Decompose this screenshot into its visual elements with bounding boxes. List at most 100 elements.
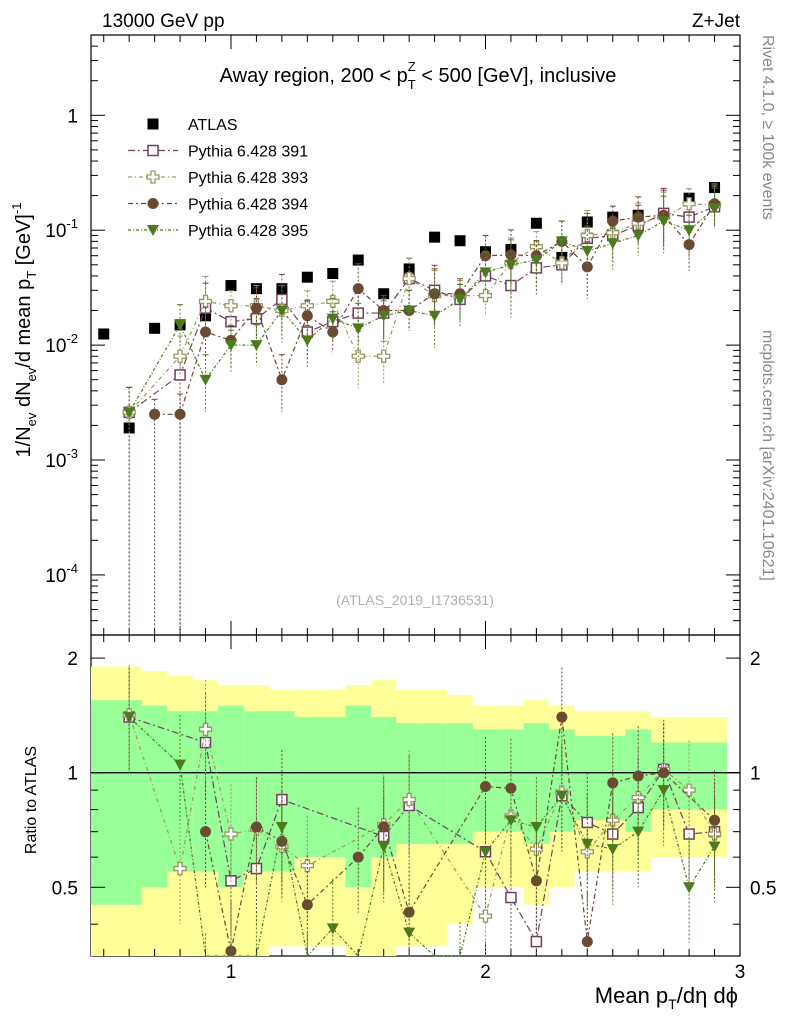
- legend-label: Pythia 6.428 394: [188, 197, 308, 214]
- data-point: [478, 288, 493, 303]
- data-point: [174, 319, 187, 331]
- ratio-data-point: [657, 785, 670, 797]
- data-point: [429, 288, 441, 300]
- data-point: [199, 374, 212, 386]
- ratio-data-point: [607, 777, 619, 789]
- process-label: Z+Jet: [692, 11, 741, 32]
- data-point: [173, 349, 187, 363]
- uncertainty-band-green: [421, 723, 448, 844]
- data-point: [683, 225, 696, 237]
- data-point: [98, 328, 110, 340]
- ratio-y-tick-label: 0.5: [750, 878, 776, 899]
- legend-marker: [147, 198, 159, 209]
- uncertainty-band-green: [320, 717, 346, 858]
- ratio-data-point: [479, 780, 491, 792]
- ratio-data-point: [683, 882, 696, 894]
- data-point: [682, 197, 696, 211]
- data-point: [326, 313, 339, 325]
- series-pythia-6-428-393: [122, 184, 722, 635]
- ratio-data-point: [709, 814, 721, 826]
- legend-label: Pythia 6.428 393: [188, 170, 308, 187]
- ratio-data-point: [632, 826, 645, 838]
- ratio-data-point: [708, 841, 721, 853]
- data-point: [581, 245, 594, 257]
- data-point: [479, 250, 491, 262]
- ratio-data-point: [200, 826, 212, 838]
- data-point: [174, 408, 186, 420]
- data-point: [224, 299, 238, 313]
- ratio-data-point: [632, 770, 644, 782]
- data-point: [326, 294, 340, 309]
- y-tick-label: 10-4: [45, 561, 78, 587]
- ratio-series-line: [128, 716, 716, 958]
- watermark: (ATLAS_2019_I1736531): [336, 592, 494, 608]
- ratio-y-tick-label: 2: [67, 649, 78, 670]
- y-tick-label: 10-1: [45, 216, 78, 242]
- data-point: [301, 335, 314, 347]
- ratio-y-tick-label: 0.5: [52, 878, 78, 899]
- data-point: [276, 374, 288, 386]
- ratio-y-tick-label: 2: [750, 649, 761, 670]
- data-point: [352, 283, 364, 295]
- energy-label: 13000 GeV pp: [102, 11, 225, 32]
- ratio-data-point: [505, 891, 517, 904]
- ratio-data-point: [301, 899, 313, 911]
- series-pythia-6-428-395: [123, 187, 721, 635]
- data-point: [149, 408, 161, 420]
- ratio-data-point: [173, 861, 187, 876]
- ratio-data-point: [123, 712, 136, 724]
- ratio-data-point: [377, 841, 390, 853]
- ratio-data-point: [224, 827, 238, 841]
- x-axis-label: Mean pT/dη dϕ: [595, 983, 738, 1012]
- x-tick-label: 1: [226, 962, 237, 983]
- x-tick-label: 2: [480, 962, 491, 983]
- data-point: [607, 215, 619, 227]
- data-point: [429, 231, 441, 243]
- main-plot-layer: 10-4 10-3 10-2 10-1 1: [45, 34, 741, 636]
- data-point: [301, 271, 313, 283]
- ratio-y-tick-label: 1: [67, 764, 78, 785]
- data-point: [505, 249, 517, 261]
- data-point: [403, 305, 416, 317]
- data-point: [530, 217, 542, 229]
- data-point: [275, 305, 288, 317]
- ratio-data-point: [631, 790, 645, 805]
- data-point: [479, 267, 492, 279]
- data-point: [225, 280, 237, 292]
- ratio-y-tick-label: 1: [750, 764, 761, 785]
- ratio-data-point: [326, 923, 339, 935]
- ratio-data-point: [275, 822, 288, 834]
- uncertainty-band-green: [447, 723, 473, 844]
- data-point: [402, 271, 416, 286]
- ratio-data-point: [530, 875, 542, 887]
- series-pythia-6-428-391: [123, 186, 721, 635]
- rivet-label: Rivet 4.1.0, ≥ 100k events: [759, 35, 776, 220]
- data-point: [403, 263, 415, 275]
- ratio-data-point: [378, 821, 390, 833]
- ratio-plot-layer: 0.5 0.5 1 1 2 2 1 2 3: [52, 635, 776, 983]
- ratio-data-point: [682, 783, 696, 797]
- data-point: [378, 288, 390, 300]
- ratio-data-point: [352, 851, 364, 863]
- legend-label: ATLAS: [188, 117, 238, 134]
- data-point: [454, 235, 466, 247]
- data-point: [555, 256, 569, 270]
- ratio-data-point: [402, 792, 416, 807]
- legend: ATLAS Pythia 6.428 391 Pythia 6.428 393 Pyt…: [128, 117, 308, 240]
- data-point: [530, 255, 543, 267]
- main-y-axis-label: 1/Nev dNev/d mean pT [GeV]-1: [9, 203, 39, 458]
- data-point: [174, 369, 186, 381]
- y-tick-label: 10-3: [45, 446, 78, 472]
- data-point: [352, 254, 364, 266]
- ratio-data-point: [479, 846, 492, 858]
- legend-marker: [147, 225, 159, 236]
- data-point: [224, 340, 237, 352]
- ratio-data-point: [530, 935, 543, 948]
- data-point: [632, 230, 645, 242]
- uncertainty-band-green: [472, 729, 499, 832]
- legend-label: Pythia 6.428 395: [188, 223, 308, 240]
- legend-marker: [147, 118, 159, 130]
- ratio-data-point: [556, 711, 568, 723]
- data-point: [708, 203, 721, 215]
